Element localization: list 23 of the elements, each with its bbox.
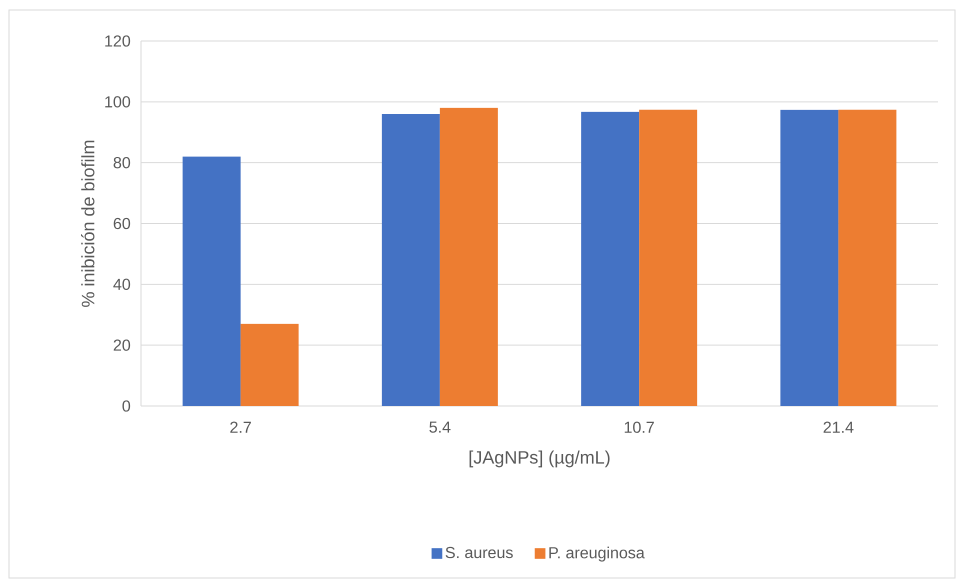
x-tick-label: 5.4 — [429, 422, 451, 433]
y-tick-label: 20 — [114, 340, 130, 351]
bar — [581, 112, 640, 406]
y-axis-title: % inibición de biofilm — [81, 140, 94, 307]
legend-label: P. areuginosa — [549, 546, 645, 562]
y-tick-label: 40 — [113, 278, 130, 290]
bar — [182, 156, 241, 406]
bar — [780, 110, 838, 406]
y-tick-label: 100 — [105, 96, 130, 108]
bar — [240, 324, 299, 406]
bar — [639, 110, 698, 406]
legend-label: S. aureus — [446, 546, 513, 558]
y-tick-label: 120 — [105, 35, 130, 47]
x-axis-title: [JAgNPs] (µg/mL) — [470, 450, 610, 468]
bar — [440, 108, 498, 406]
y-tick-label: 80 — [114, 157, 130, 168]
y-tick-label: 0 — [122, 400, 130, 412]
x-tick-label: 21.4 — [824, 422, 854, 433]
y-tick-label: 60 — [114, 218, 130, 230]
bar — [382, 114, 440, 406]
bar — [838, 110, 896, 406]
x-tick-label: 10.7 — [624, 422, 654, 433]
x-tick-label: 2.7 — [230, 422, 251, 433]
